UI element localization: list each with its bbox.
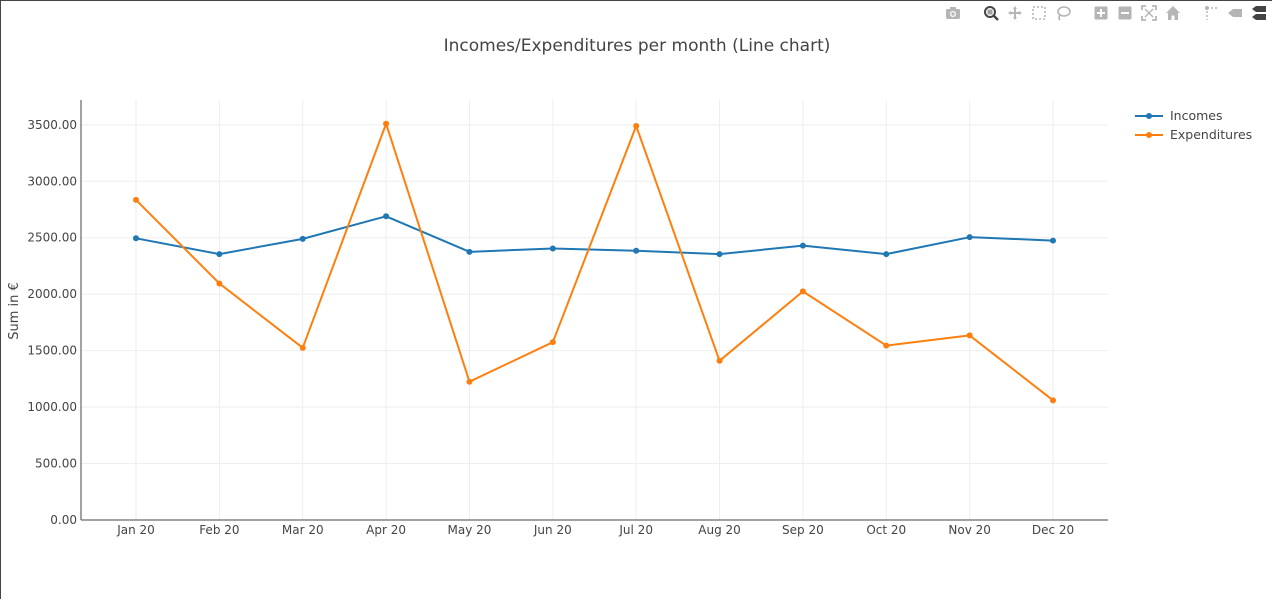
zoom-in-icon	[1094, 6, 1108, 20]
data-point[interactable]	[716, 357, 723, 364]
x-tick-label: Dec 20	[1032, 523, 1074, 537]
box-select-button[interactable]	[1027, 4, 1051, 22]
y-tick-label: 3500.00	[27, 118, 77, 132]
x-tick-labels: Jan 20 Feb 20 Mar 20 Apr 20 May 20 Jun 20 Jul …	[116, 523, 1074, 537]
legend-item-expenditures[interactable]: Expenditures	[1135, 127, 1252, 142]
legend-label: Expenditures	[1170, 127, 1252, 142]
lasso-select-button[interactable]	[1051, 4, 1075, 22]
legend-marker	[1146, 132, 1152, 138]
hover-compare-icon	[1252, 6, 1266, 20]
data-point[interactable]	[966, 234, 973, 241]
y-tick-label: 3000.00	[27, 174, 77, 188]
x-tick-label: Jun 20	[533, 523, 572, 537]
data-point[interactable]	[383, 213, 390, 220]
series-line	[135, 122, 1054, 402]
modebar-group	[1089, 4, 1185, 22]
y-tick-label: 500.00	[35, 457, 77, 471]
reset-axes-icon	[1166, 6, 1180, 20]
chart-title: Incomes/Expenditures per month (Line cha…	[444, 36, 831, 56]
series-line	[135, 215, 1054, 256]
hover-closest-button[interactable]	[1223, 4, 1247, 22]
lasso-select-icon	[1057, 6, 1071, 21]
y-tick-label: 1000.00	[27, 400, 77, 414]
data-point[interactable]	[133, 235, 139, 242]
camera-icon	[946, 7, 960, 19]
legend-item-incomes[interactable]: Incomes	[1135, 108, 1223, 123]
legend[interactable]: Incomes Expenditures	[1135, 108, 1252, 142]
zoom-button[interactable]	[979, 4, 1003, 22]
reset-axes-button[interactable]	[1161, 4, 1185, 22]
zoom-out-button[interactable]	[1113, 4, 1137, 22]
series-layer	[133, 120, 1056, 404]
data-point[interactable]	[549, 339, 556, 346]
data-point[interactable]	[466, 248, 473, 255]
data-point[interactable]	[883, 342, 890, 349]
data-point[interactable]	[799, 288, 806, 295]
x-tick-label: Jul 20	[618, 523, 653, 537]
camera-button[interactable]	[941, 4, 965, 22]
data-point[interactable]	[133, 196, 139, 203]
data-point[interactable]	[466, 378, 473, 385]
legend-label: Incomes	[1170, 108, 1223, 123]
x-tick-label: Apr 20	[366, 523, 406, 537]
x-tick-label: Nov 20	[948, 523, 991, 537]
data-point[interactable]	[216, 280, 223, 287]
pan-button[interactable]	[1003, 4, 1027, 22]
y-tick-label: 2500.00	[27, 231, 77, 245]
x-tick-label: May 20	[448, 523, 492, 537]
spike-lines-button[interactable]	[1199, 4, 1223, 22]
grid	[81, 100, 1108, 520]
zoom-in-button[interactable]	[1089, 4, 1113, 22]
modebar-group	[941, 4, 965, 22]
data-point[interactable]	[1050, 237, 1056, 244]
x-tick-label: Feb 20	[199, 523, 239, 537]
autoscale-icon	[1141, 5, 1157, 21]
series-incomes	[133, 213, 1056, 258]
series-expenditures	[133, 120, 1056, 404]
spike-lines-icon	[1205, 6, 1217, 20]
x-tick-label: Aug 20	[698, 523, 741, 537]
data-point[interactable]	[799, 242, 806, 249]
axes	[80, 100, 1108, 521]
modebar-group	[1199, 4, 1271, 22]
data-point[interactable]	[966, 332, 973, 339]
modebar	[927, 4, 1271, 22]
pan-icon	[1008, 6, 1022, 20]
y-tick-label: 2000.00	[27, 287, 77, 301]
y-tick-label: 0.00	[50, 513, 77, 527]
hover-compare-button[interactable]	[1247, 4, 1271, 22]
legend-marker	[1146, 113, 1152, 119]
box-select-icon	[1032, 6, 1046, 20]
data-point[interactable]	[1050, 397, 1056, 404]
modebar-group	[979, 4, 1075, 22]
data-point[interactable]	[216, 251, 223, 258]
data-point[interactable]	[299, 344, 306, 351]
y-tick-labels: 0.00 500.00 1000.00 1500.00 2000.00 2500.00 30…	[27, 118, 77, 527]
y-tick-label: 1500.00	[27, 344, 77, 358]
data-point[interactable]	[299, 235, 306, 242]
data-point[interactable]	[383, 120, 390, 127]
zoom-icon	[984, 6, 999, 21]
data-point[interactable]	[633, 247, 640, 254]
y-axis-title: Sum in €	[7, 282, 22, 340]
x-tick-label: Mar 20	[282, 523, 324, 537]
x-tick-label: Sep 20	[782, 523, 824, 537]
hover-closest-icon	[1228, 9, 1242, 17]
data-point[interactable]	[883, 251, 890, 258]
data-point[interactable]	[633, 122, 640, 129]
zoom-out-icon	[1118, 6, 1132, 20]
x-tick-label: Jan 20	[116, 523, 155, 537]
x-tick-label: Oct 20	[866, 523, 906, 537]
autoscale-button[interactable]	[1137, 4, 1161, 22]
data-point[interactable]	[549, 245, 556, 252]
data-point[interactable]	[716, 251, 723, 258]
